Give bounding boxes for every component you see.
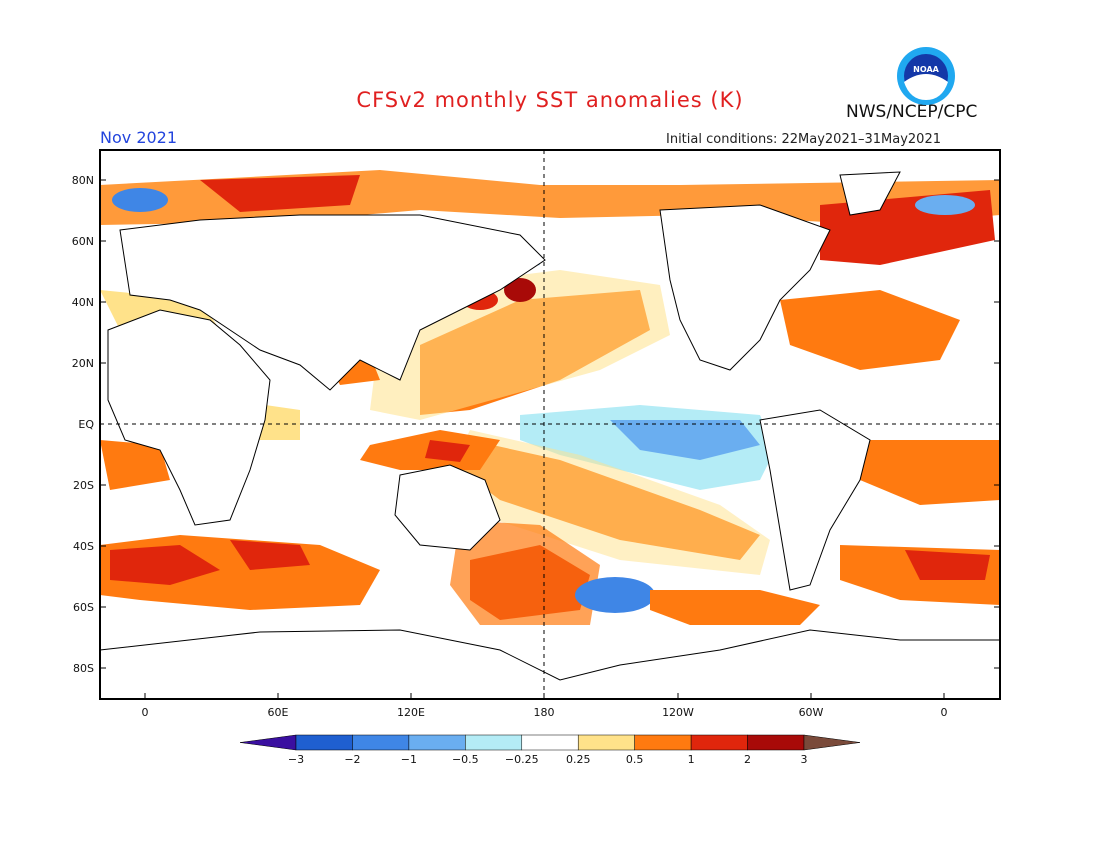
colorbar-swatch <box>465 734 523 751</box>
south-pacific-yellow <box>450 430 770 575</box>
greenland-land <box>839 171 901 216</box>
colorbar-swatch <box>690 734 748 751</box>
arctic-red-patch <box>200 175 360 212</box>
colorbar-max-arrow <box>803 734 861 751</box>
lon-axis: 0 60E 120E 180 120W 60W 0 <box>142 693 948 719</box>
noaa-logo-icon: NOAA <box>897 47 955 105</box>
north-america-land <box>659 204 831 371</box>
lon-label: 60E <box>268 706 289 719</box>
south-indian-red-2 <box>230 540 310 570</box>
colorbar-label: 2 <box>744 753 751 766</box>
lon-label: 0 <box>142 706 149 719</box>
forecast-month: Nov 2021 <box>100 128 178 147</box>
lat-label: 80N <box>72 174 94 187</box>
lat-label: 20N <box>72 357 94 370</box>
colorbar: −3 −2 −1 −0.5 −0.25 0.25 0.5 1 2 3 <box>239 734 861 766</box>
south-atlantic-red <box>905 550 990 580</box>
colorbar-swatch <box>521 734 579 751</box>
agency-label: NWS/NCEP/CPC <box>846 102 978 122</box>
colorbar-label: −0.25 <box>505 753 539 766</box>
maritime-red <box>425 440 470 462</box>
north-atlantic-warm <box>780 290 960 370</box>
lat-label: 60N <box>72 235 94 248</box>
eurasia-land <box>119 214 546 391</box>
colorbar-label: 1 <box>688 753 695 766</box>
south-america-land <box>759 409 871 591</box>
colorbar-swatch <box>408 734 466 751</box>
drake-warm <box>650 590 820 625</box>
lat-label: 80S <box>73 662 94 675</box>
south-pacific-cold-patch <box>575 577 655 613</box>
colorbar-label: 0.25 <box>566 753 591 766</box>
greenland-cold-patch <box>915 195 975 215</box>
equatorial-cold-core <box>610 420 760 460</box>
initial-conditions: Initial conditions: 22May2021–31May2021 <box>666 132 941 147</box>
kuroshio-hot-spot <box>504 278 536 302</box>
colorbar-label: −0.5 <box>452 753 479 766</box>
colorbar-swatch <box>634 734 692 751</box>
lon-label: 0 <box>941 706 948 719</box>
lat-label: 40S <box>73 540 94 553</box>
colorbar-min-arrow <box>239 734 297 751</box>
south-indian-red <box>110 545 220 585</box>
noaa-logo-text: NOAA <box>913 65 939 74</box>
tropical-atlantic-warm <box>860 440 1000 505</box>
colorbar-swatch <box>352 734 410 751</box>
lat-label: EQ <box>78 418 94 431</box>
continents <box>99 171 1001 700</box>
lat-label: 40N <box>72 296 94 309</box>
west-africa-warm <box>100 440 170 490</box>
tasman-warm <box>450 520 600 625</box>
colorbar-label: −1 <box>401 753 417 766</box>
colorbar-label: 3 <box>801 753 808 766</box>
colorbar-swatch <box>747 734 805 751</box>
lat-label: 20S <box>73 479 94 492</box>
colorbar-label: −3 <box>288 753 304 766</box>
lon-label: 120W <box>662 706 694 719</box>
lon-label: 60W <box>799 706 824 719</box>
lat-axis: 80N 60N 40N 20N EQ 20S 40S 60S 80S <box>72 174 1000 675</box>
colorbar-label: 0.5 <box>626 753 644 766</box>
colorbar-swatch <box>577 734 635 751</box>
chart-title: CFSv2 monthly SST anomalies (K) <box>356 88 744 112</box>
colorbar-label: −2 <box>344 753 360 766</box>
lat-label: 60S <box>73 601 94 614</box>
africa-land <box>107 309 271 526</box>
australia-land <box>394 464 501 551</box>
lon-label: 120E <box>397 706 425 719</box>
arctic-cold-patch <box>112 188 168 212</box>
lon-label: 180 <box>534 706 555 719</box>
colorbar-swatch <box>295 734 353 751</box>
